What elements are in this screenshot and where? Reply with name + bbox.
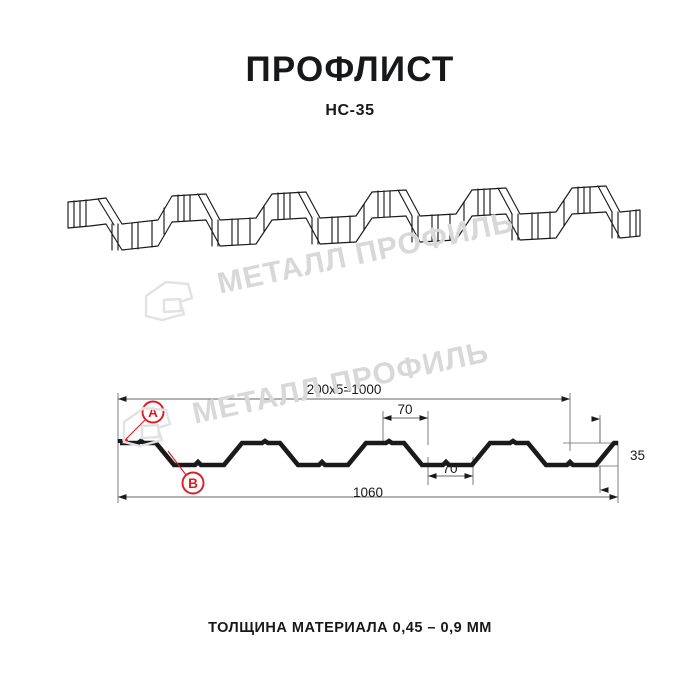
cross-section-svg: 200x5=1000 1060 70 70 35 A B: [117, 382, 645, 503]
page-header: ПРОФЛИСТ НС-35: [0, 50, 700, 120]
isometric-profile-svg: [67, 185, 641, 251]
callout-a: A: [121, 400, 165, 444]
callout-b: B: [167, 450, 205, 495]
dimension-working-width: 200x5=1000: [307, 382, 382, 397]
section-view: 200x5=1000 1060 70 70 35 A B: [40, 375, 660, 520]
callout-b-label: B: [188, 476, 198, 491]
page-title: ПРОФЛИСТ: [245, 50, 455, 89]
dimension-profile-height: 35: [630, 448, 645, 463]
isometric-view: [60, 180, 650, 310]
product-model-subtitle: НС-35: [325, 101, 375, 119]
page-footer: ТОЛЩИНА МАТЕРИАЛА 0,45 – 0,9 ММ: [0, 620, 700, 636]
dimension-top-flange: 70: [397, 402, 412, 417]
callout-a-label: A: [148, 405, 158, 420]
material-thickness-note: ТОЛЩИНА МАТЕРИАЛА 0,45 – 0,9 ММ: [208, 620, 492, 636]
dimension-bottom-flange: 70: [442, 461, 457, 476]
dimension-overall-width: 1060: [353, 485, 383, 500]
